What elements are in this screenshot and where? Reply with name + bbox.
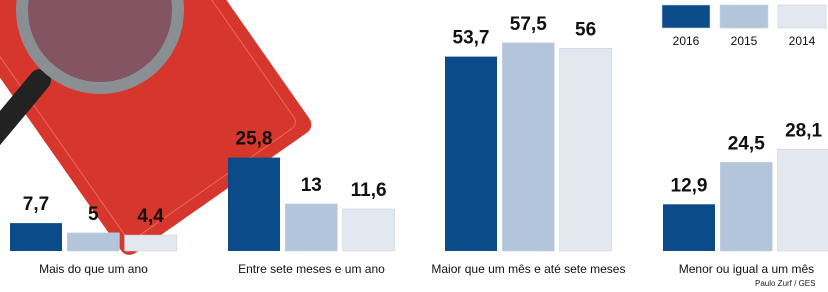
value-label: 11,6 (351, 180, 387, 201)
legend-swatch (720, 5, 768, 28)
category-label: Maior que um mês e até sete meses (431, 262, 625, 276)
category-label: Mais do que um ano (39, 262, 148, 276)
value-label: 7,7 (23, 194, 49, 215)
bar (67, 233, 119, 251)
value-label: 24,5 (728, 133, 765, 154)
value-label: 5 (88, 204, 99, 225)
value-label: 53,7 (453, 28, 490, 49)
bar (445, 57, 497, 251)
bar (228, 158, 280, 251)
value-label: 12,9 (671, 175, 708, 196)
bar (10, 223, 62, 251)
credit: Paulo Zurf / GES (755, 279, 815, 288)
bar (343, 209, 395, 251)
bar (778, 149, 828, 251)
bar (285, 204, 337, 251)
value-label: 4,4 (137, 206, 164, 227)
bar (560, 48, 612, 251)
bar (125, 235, 177, 251)
legend-label: 2014 (789, 34, 816, 48)
bar (720, 162, 772, 251)
value-label: 25,8 (236, 129, 273, 150)
value-label: 56 (575, 19, 596, 40)
value-label: 13 (301, 175, 322, 196)
legend-swatch (662, 5, 710, 28)
legend-label: 2016 (673, 34, 700, 48)
chart: Paulo Zurf / GES 7,7 5 4,4 Mais do que um a… (0, 0, 828, 292)
bar (502, 43, 554, 251)
value-label: 57,5 (510, 14, 547, 35)
value-label: 28,1 (785, 120, 822, 141)
legend-swatch (778, 5, 826, 28)
category-label: Entre sete meses e um ano (238, 262, 385, 276)
bar (663, 204, 715, 251)
legend-label: 2015 (731, 34, 758, 48)
category-label: Menor ou igual a um mês (679, 262, 814, 276)
